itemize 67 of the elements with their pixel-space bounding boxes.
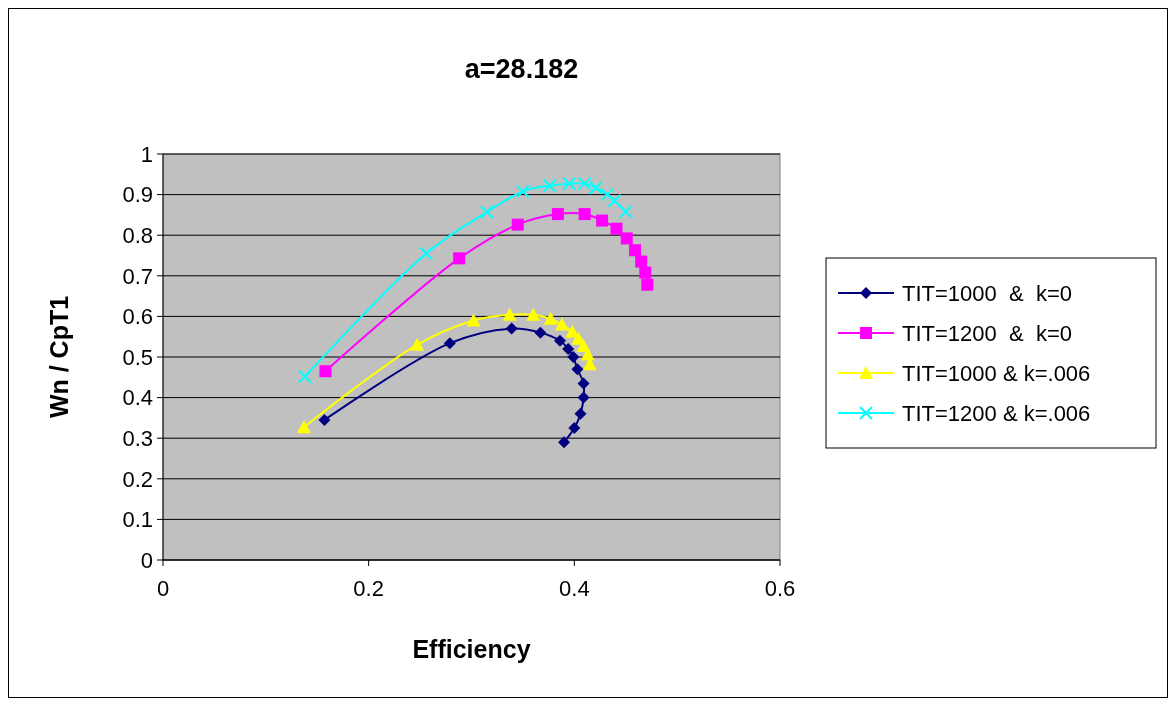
point <box>534 326 547 339</box>
point <box>443 337 456 350</box>
legend-label: TIT=1200 & k=.006 <box>902 400 1091 426</box>
point <box>596 214 609 227</box>
chart-title: a=28.182 <box>464 54 579 84</box>
point <box>505 322 518 335</box>
point <box>635 255 648 268</box>
legend-label: TIT=1000 & k=.006 <box>902 360 1091 386</box>
point <box>410 337 424 351</box>
x-tick-label: 0.4 <box>559 576 590 601</box>
point <box>618 204 633 219</box>
point <box>453 252 466 265</box>
y-tick-label: 0.8 <box>122 222 153 248</box>
y-tick-label: 0.6 <box>122 304 153 330</box>
point <box>511 218 524 231</box>
point <box>567 351 580 363</box>
legend-label: TIT=1000 & k=0 <box>902 280 1072 306</box>
point <box>297 369 312 384</box>
point <box>515 184 530 199</box>
y-tick-label: 0.1 <box>122 507 153 533</box>
point <box>565 324 580 338</box>
point <box>571 363 584 376</box>
point <box>543 311 558 325</box>
x-tick-label: 0.2 <box>353 576 384 601</box>
y-axis-title: Wn / CpT1 <box>45 295 73 419</box>
point <box>562 342 575 355</box>
point <box>577 377 590 390</box>
point <box>577 176 592 191</box>
y-tick-label: 0.2 <box>122 466 153 492</box>
point <box>577 391 590 404</box>
point <box>296 420 311 434</box>
point <box>553 334 566 347</box>
x-axis-title: Efficiency <box>412 635 531 663</box>
legend-label: TIT=1200 & k=0 <box>902 320 1072 346</box>
point <box>554 317 569 331</box>
point <box>600 187 615 202</box>
point <box>318 413 331 426</box>
point <box>639 266 652 279</box>
point <box>479 205 494 220</box>
point <box>578 208 591 221</box>
point <box>568 422 581 435</box>
point <box>526 307 541 321</box>
point <box>502 307 517 321</box>
point <box>641 278 654 291</box>
x-tick-label: 0 <box>156 576 170 601</box>
point <box>319 365 332 378</box>
point <box>620 232 633 245</box>
y-tick-label: 0.7 <box>122 263 153 289</box>
y-tick-label: 0.5 <box>122 344 153 370</box>
point <box>551 208 564 221</box>
point <box>558 436 571 449</box>
y-tick-label: 0.9 <box>122 182 153 208</box>
y-tick-label: 0.3 <box>122 425 153 451</box>
x-tick-label: 0.6 <box>764 576 796 601</box>
point <box>466 313 481 327</box>
point <box>419 246 434 261</box>
point <box>542 178 557 193</box>
y-tick-label: 0.4 <box>122 385 153 411</box>
point <box>574 407 587 420</box>
point <box>588 180 603 195</box>
point <box>562 176 577 191</box>
point <box>629 244 642 257</box>
y-tick-label: 1 <box>140 141 153 167</box>
point <box>607 193 622 208</box>
y-tick-label: 0 <box>140 547 153 573</box>
point <box>580 347 595 361</box>
point <box>610 222 623 235</box>
